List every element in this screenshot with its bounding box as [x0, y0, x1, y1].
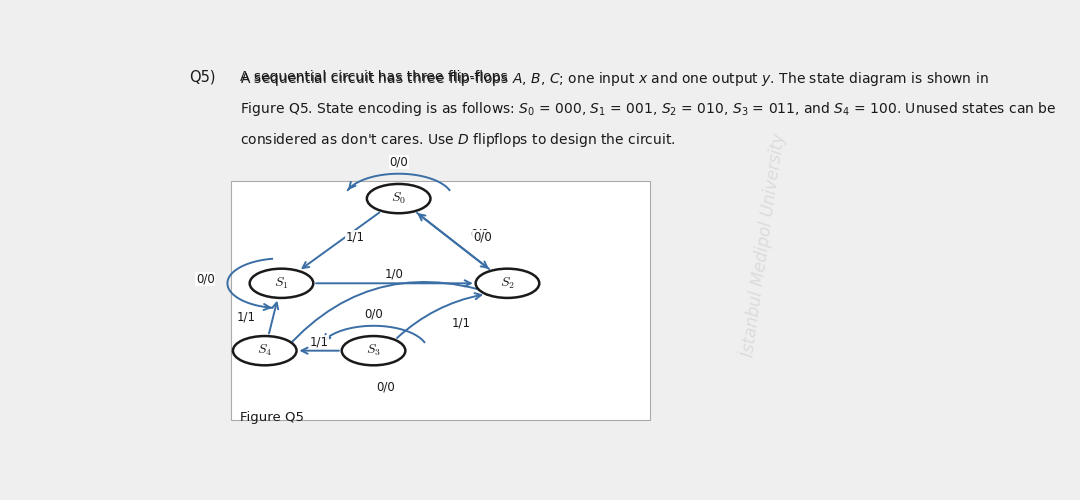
Text: Figure Q5: Figure Q5 — [240, 411, 303, 424]
FancyBboxPatch shape — [231, 182, 650, 420]
Text: 1/1: 1/1 — [237, 310, 256, 324]
Circle shape — [341, 336, 405, 366]
Circle shape — [475, 268, 539, 298]
Circle shape — [367, 184, 431, 213]
Text: Figure Q5. State encoding is as follows: $S_0$ = 000, $S_1$ = 001, $S_2$ = 010, : Figure Q5. State encoding is as follows:… — [240, 100, 1056, 118]
Text: $S_4$: $S_4$ — [257, 343, 272, 358]
Text: $S_1$: $S_1$ — [274, 276, 288, 291]
Text: 1/1: 1/1 — [346, 230, 365, 243]
Text: A sequential circuit has three flip-flops $\mathit{A}$, $\mathit{B}$, $\mathit{C: A sequential circuit has three flip-flop… — [240, 70, 988, 87]
Text: 0/0: 0/0 — [471, 228, 489, 240]
Text: considered as don't cares. Use $\mathit{D}$ flipflops to design the circuit.: considered as don't cares. Use $\mathit{… — [240, 131, 675, 149]
Text: $S_3$: $S_3$ — [366, 343, 381, 358]
Text: 0/0: 0/0 — [473, 230, 491, 243]
Text: İstanbul Medipol University: İstanbul Medipol University — [737, 132, 788, 358]
Text: $S_0$: $S_0$ — [391, 191, 406, 206]
Text: 1/0: 1/0 — [386, 267, 404, 280]
Text: 0/0: 0/0 — [377, 381, 395, 394]
Text: 0/0: 0/0 — [389, 156, 408, 168]
Circle shape — [249, 268, 313, 298]
Text: 0/0: 0/0 — [195, 272, 215, 285]
Text: $S_2$: $S_2$ — [500, 276, 515, 291]
Text: 1/1: 1/1 — [310, 336, 328, 348]
Text: 1/1: 1/1 — [451, 316, 471, 330]
Text: Q5): Q5) — [189, 70, 216, 84]
Text: 0/0: 0/0 — [364, 308, 383, 320]
Circle shape — [233, 336, 297, 366]
Text: A sequential circuit has three flip-flops: A sequential circuit has three flip-flop… — [240, 70, 512, 84]
